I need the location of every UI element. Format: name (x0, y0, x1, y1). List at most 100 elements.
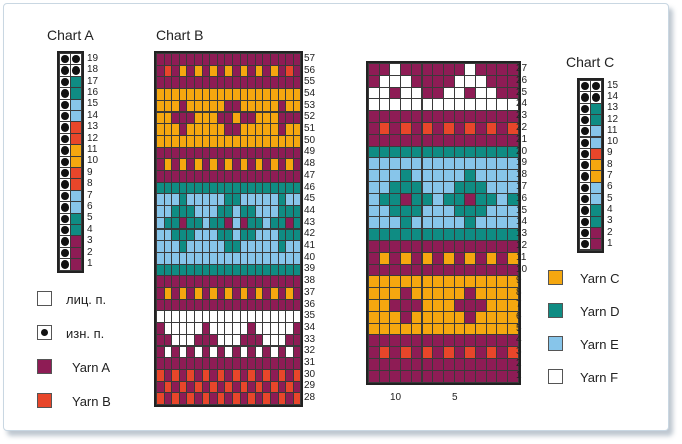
chart-b-continued-cell (411, 123, 422, 134)
chart-b-cell (164, 311, 172, 323)
chart-b-cell (225, 89, 232, 100)
chart-b-continued-row-number: 9 (516, 275, 522, 287)
chart-b-continued-cell (433, 146, 443, 158)
chart-b-continued-row-number: 16 (516, 192, 528, 204)
purl-dot (581, 82, 589, 91)
chart-b-cell (172, 217, 179, 229)
chart-b-cell (293, 369, 301, 381)
chart-b-cell (286, 393, 293, 404)
chart-b-cell (271, 182, 278, 194)
chart-b-cell (157, 241, 164, 252)
chart-b-cell (240, 147, 248, 159)
chart-b-row-number: 49 (304, 146, 316, 158)
chart-b-continued-cell (508, 158, 518, 170)
chart-b-cell (210, 311, 217, 323)
chart-b-cell (210, 252, 217, 264)
chart-b-continued-cell (411, 75, 422, 87)
chart-b-cell (195, 369, 202, 381)
chart-b-cell (278, 171, 286, 182)
chart-b-row-number: 29 (304, 380, 316, 392)
chart-b-cell (187, 276, 194, 287)
chart-b-cell (286, 346, 293, 358)
chart-b-cell (179, 112, 187, 124)
chart-b-cell (286, 299, 293, 311)
chart-b-cell (210, 229, 217, 241)
chart-b-cell (202, 381, 210, 393)
chart-b-cell (255, 311, 263, 323)
chart-b-cell (225, 241, 232, 252)
chart-b-continued-cell (508, 205, 518, 217)
chart-b-cell (293, 182, 301, 194)
chart-b-cell (217, 393, 225, 404)
chart-b-cell (172, 311, 179, 323)
chart-b-cell (195, 159, 202, 170)
chart-b-cell (210, 124, 217, 135)
chart-b-cell (179, 77, 187, 89)
chart-b-cell (293, 288, 301, 299)
chart-b-cell (164, 217, 172, 229)
chart-b-continued-cell (401, 170, 411, 181)
chart-b-cell (210, 65, 217, 77)
chart-c-cell (580, 114, 590, 126)
chart-b-continued-cell (369, 205, 379, 217)
purl-dot (61, 191, 69, 201)
purl-dot (61, 112, 69, 121)
chart-b-continued-cell (422, 252, 433, 264)
chart-b-cell (263, 65, 270, 77)
chart-b-continued-row-number: 4 (516, 334, 522, 346)
chart-b-cell (240, 194, 248, 206)
chart-b-continued-cell (379, 241, 390, 252)
chart-b-cell (278, 65, 286, 77)
chart-b-continued-cell (433, 134, 443, 146)
chart-b-cell (210, 381, 217, 393)
chart-b-cell (210, 358, 217, 369)
chart-b-cell (255, 381, 263, 393)
chart-b-continued-cell (508, 288, 518, 299)
chart-b-cell (286, 358, 293, 369)
chart-b-cell (255, 299, 263, 311)
chart-b-continued-cell (411, 87, 422, 99)
chart-b-continued-cell (422, 311, 433, 323)
chart-b-cell (225, 135, 232, 147)
chart-b-cell (164, 89, 172, 100)
chart-b-continued-cell (508, 217, 518, 229)
chart-b-cell (179, 264, 187, 276)
chart-b-continued-cell (486, 193, 497, 205)
chart-b-continued-row-number: 3 (516, 346, 522, 358)
chart-a-cell (71, 111, 81, 122)
chart-b-continued-cell (411, 370, 422, 382)
chart-b-cell (233, 369, 240, 381)
chart-b-continued-cell (486, 99, 497, 111)
chart-b-cell (233, 358, 240, 369)
chart-b-cell (157, 159, 164, 170)
chart-b-cell (286, 381, 293, 393)
chart-b-continued-cell (443, 170, 454, 181)
chart-b-cell (202, 112, 210, 124)
chart-b-cell (164, 299, 172, 311)
chart-c-cell (591, 114, 601, 126)
chart-b-cell (248, 369, 255, 381)
chart-b-continued-cell (486, 64, 497, 75)
chart-b-continued-cell (443, 335, 454, 347)
chart-b-row-number: 51 (304, 123, 316, 135)
legend-yarn-f-label: Yarn F (580, 370, 619, 385)
chart-b-continued-cell (422, 146, 433, 158)
chart-a-cell (71, 122, 81, 133)
chart-b-continued-cell (465, 217, 475, 229)
chart-b-cell (286, 171, 293, 182)
chart-b-row-number: 31 (304, 357, 316, 369)
chart-b-continued-cell (454, 311, 465, 323)
chart-b-cell (210, 288, 217, 299)
chart-b-continued-cell (401, 205, 411, 217)
chart-b-continued-cell (476, 347, 486, 358)
chart-b-continued-cell (390, 170, 401, 181)
chart-b-cell (271, 276, 278, 287)
chart-frame (3, 3, 669, 431)
chart-b-cell (202, 369, 210, 381)
chart-b-cell (263, 89, 270, 100)
chart-b-row-number: 53 (304, 99, 316, 111)
chart-b-continued-cell (508, 182, 518, 193)
chart-b-cell (225, 311, 232, 323)
chart-b-continued-cell (379, 123, 390, 134)
chart-b-continued-cell (411, 111, 422, 122)
